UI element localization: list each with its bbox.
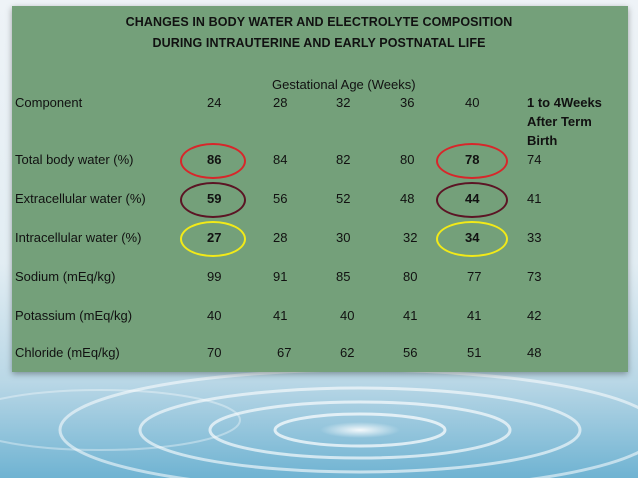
header-postnatal-line-2: After Term: [527, 114, 592, 129]
cell-chloride-postnatal: 48: [527, 345, 542, 360]
cell-chloride-32: 62: [340, 345, 355, 360]
highlight-circle-total-body-water-24: [180, 143, 246, 179]
highlight-circle-intracellular-water-40: [436, 221, 508, 257]
cell-extracellular-water-36: 48: [400, 191, 415, 206]
cell-chloride-28: 67: [277, 345, 292, 360]
cell-potassium-36: 41: [403, 308, 418, 323]
cell-intracellular-water-28: 28: [273, 230, 288, 245]
cell-sodium-postnatal: 73: [527, 269, 542, 284]
cell-chloride-36: 56: [403, 345, 418, 360]
cell-potassium-40: 41: [467, 308, 482, 323]
cell-potassium-28: 41: [273, 308, 288, 323]
table-panel: [12, 6, 628, 372]
cell-intracellular-water-32: 30: [336, 230, 351, 245]
cell-sodium-36: 80: [403, 269, 418, 284]
cell-extracellular-water-28: 56: [273, 191, 288, 206]
highlight-circle-extracellular-water-24: [180, 182, 246, 218]
header-week-24: 24: [207, 95, 222, 110]
cell-extracellular-water-32: 52: [336, 191, 351, 206]
cell-potassium-24: 40: [207, 308, 222, 323]
cell-sodium-24: 99: [207, 269, 222, 284]
cell-sodium-32: 85: [336, 269, 351, 284]
row-label-intracellular-water: Intracellular water (%): [15, 230, 142, 245]
cell-extracellular-water-postnatal: 41: [527, 191, 542, 206]
slide-title-line-2: DURING INTRAUTERINE AND EARLY POSTNATAL …: [152, 36, 486, 50]
row-label-sodium: Sodium (mEq/kg): [15, 269, 116, 284]
highlight-circle-total-body-water-40: [436, 143, 508, 179]
cell-sodium-40: 77: [467, 269, 482, 284]
header-postnatal-line-3: Birth: [527, 133, 558, 148]
cell-intracellular-water-36: 32: [403, 230, 418, 245]
cell-total-body-water-36: 80: [400, 152, 415, 167]
cell-intracellular-water-postnatal: 33: [527, 230, 542, 245]
cell-chloride-40: 51: [467, 345, 482, 360]
cell-sodium-28: 91: [273, 269, 288, 284]
row-label-total-body-water: Total body water (%): [15, 152, 134, 167]
highlight-circle-intracellular-water-24: [180, 221, 246, 257]
header-week-28: 28: [273, 95, 288, 110]
header-component: Component: [15, 95, 83, 110]
header-postnatal-line-1: 1 to 4Weeks: [527, 95, 602, 110]
header-week-36: 36: [400, 95, 415, 110]
gestational-age-header: Gestational Age (Weeks): [272, 77, 416, 92]
cell-total-body-water-28: 84: [273, 152, 288, 167]
highlight-circle-extracellular-water-40: [436, 182, 508, 218]
cell-potassium-32: 40: [340, 308, 355, 323]
cell-chloride-24: 70: [207, 345, 222, 360]
row-label-potassium: Potassium (mEq/kg): [15, 308, 133, 323]
cell-total-body-water-32: 82: [336, 152, 351, 167]
row-label-extracellular-water: Extracellular water (%): [15, 191, 146, 206]
header-week-40: 40: [465, 95, 480, 110]
cell-potassium-postnatal: 42: [527, 308, 542, 323]
slide-title-line-1: CHANGES IN BODY WATER AND ELECTROLYTE CO…: [125, 15, 513, 29]
header-week-32: 32: [336, 95, 351, 110]
row-label-chloride: Chloride (mEq/kg): [15, 345, 120, 360]
cell-total-body-water-postnatal: 74: [527, 152, 542, 167]
